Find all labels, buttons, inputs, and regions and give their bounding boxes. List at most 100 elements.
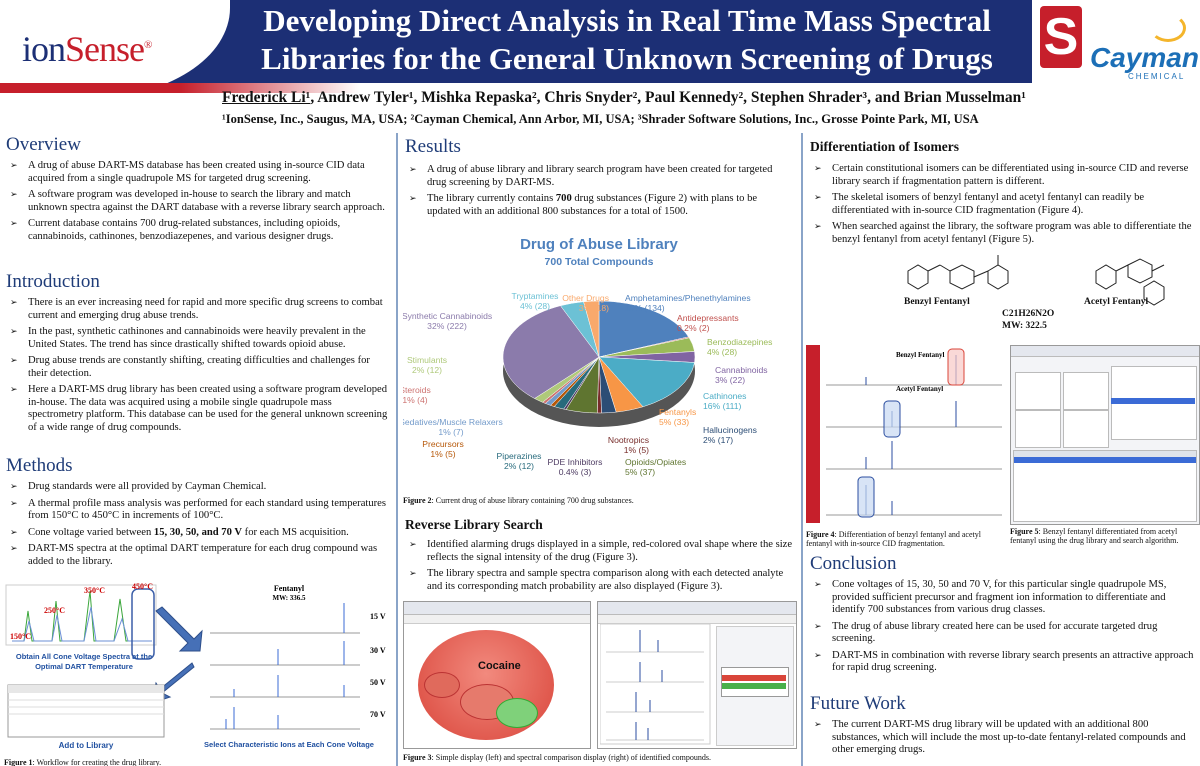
slice-value: 0.4% (3): [559, 467, 592, 477]
slice-label: Opioids/Opiates: [625, 457, 686, 467]
slice-label: Steroids: [403, 385, 431, 395]
figure-4-spectra: Benzyl Fentanyl Acetyl Fentanyl: [806, 345, 1002, 523]
column-divider: [396, 133, 398, 766]
isomers-section: Differentiation of Isomers Certain const…: [810, 139, 1194, 250]
chart-title: Drug of Abuse Library: [520, 236, 678, 253]
svg-text:Benzyl Fentanyl: Benzyl Fentanyl: [896, 351, 944, 359]
bullet: A thermal profile mass analysis was perf…: [6, 498, 388, 523]
slice-label: Synthetic Cannabinoids: [403, 311, 492, 321]
ionsense-logo: ionSense®: [22, 29, 152, 69]
benzyl-fentanyl-label: Benzyl Fentanyl: [904, 297, 970, 307]
pie-chart: Drug of Abuse Library 700 Total Compounds…: [399, 236, 772, 477]
cocaine-label: Cocaine: [478, 660, 521, 672]
slice-label: Precursors: [422, 439, 464, 449]
slice-label: Stimulants: [407, 355, 447, 365]
temp-label: 250°C: [44, 606, 65, 615]
bullet: Drug standards were all provided by Caym…: [6, 481, 388, 494]
slice-value: 2% (12): [412, 365, 442, 375]
slice-value: 2% (12): [504, 461, 534, 471]
column-divider: [801, 133, 803, 766]
slice-label: PDE Inhibitors: [548, 457, 603, 467]
column-left: Overview A drug of abuse DART-MS databas…: [0, 133, 394, 766]
voltage-label: 70 V: [370, 710, 386, 719]
bullet: When searched against the library, the s…: [810, 221, 1194, 246]
section-heading: Results: [405, 136, 461, 157]
cayman-logo-subtitle: CHEMICAL: [1128, 72, 1186, 81]
workflow-step-2: Add to Library: [59, 741, 114, 750]
section-heading: Introduction: [6, 271, 100, 292]
pie-slice: [502, 305, 600, 399]
introduction-section: Introduction There is an ever increasing…: [6, 271, 388, 438]
conclusion-section: Conclusion Cone voltages of 15, 30, 50 a…: [810, 553, 1194, 679]
slice-value: 0.2% (2): [677, 323, 710, 333]
slice-value: 3% (18): [579, 303, 609, 313]
figure-1-workflow: 150°C 250°C 350°C 450°C Obtain All Cone …: [5, 582, 386, 750]
temp-label: 350°C: [84, 586, 105, 595]
section-heading: Overview: [6, 134, 81, 155]
slice-value: 1% (4): [403, 395, 428, 405]
workflow-step-3: Select Characteristic Ions at Each Cone …: [204, 740, 374, 749]
structure-drawings: [907, 255, 1165, 306]
slice-label: Hallucinogens: [703, 425, 757, 435]
author-list: Frederick Li¹, Andrew Tyler¹, Mishka Rep…: [222, 89, 1026, 106]
presenter-name: Frederick Li¹: [222, 89, 311, 106]
column-right: Differentiation of Isomers Certain const…: [804, 133, 1200, 766]
slice-label: Tryptamines: [512, 291, 559, 301]
bullet: DART-MS spectra at the optimal DART temp…: [6, 543, 388, 568]
pie-slice: [598, 300, 689, 358]
figure-3: Cocaine: [403, 601, 797, 765]
slice-value: 1% (5): [430, 449, 455, 459]
temp-label: 150°C: [10, 632, 31, 641]
poster-title: Developing Direct Analysis in Real Time …: [261, 3, 993, 76]
slice-label: Amphetamines/Phenethylamines: [625, 293, 751, 303]
slice-label: Other Drugs: [562, 293, 609, 303]
temp-label: 450°C: [132, 582, 153, 591]
bullet: Identified alarming drugs displayed in a…: [405, 539, 793, 564]
poster-header: ionSense® Developing Direct Analysis in …: [0, 0, 1200, 136]
figure-5-caption: Figure 5: Benzyl fentanyl differentiated…: [1010, 527, 1179, 545]
bullet: In the past, synthetic cathinones and ca…: [6, 326, 388, 351]
slice-label: Cathinones: [703, 391, 746, 401]
bullet: The skeletal isomers of benzyl fentanyl …: [810, 192, 1194, 217]
isomer-structures: Benzyl Fentanyl Acetyl Fentanyl C21H26N2…: [884, 251, 1184, 341]
slice-value: 4% (28): [520, 301, 550, 311]
slice-value: 1% (7): [438, 427, 463, 437]
bullet: A drug of abuse DART-MS database has bee…: [6, 160, 388, 185]
figure-4-caption: Figure 4: Differentiation of benzyl fent…: [806, 530, 981, 548]
bullet: The library spectra and sample spectra c…: [405, 568, 793, 593]
slice-value: 32% (222): [427, 321, 467, 331]
fentanyl-spectra: Fentanyl MW: 336.5 15 V 30 V 50 V 70 V S…: [204, 584, 386, 749]
acetyl-fentanyl-label: Acetyl Fentanyl: [1084, 297, 1149, 307]
voltage-label: 30 V: [370, 646, 386, 655]
red-swoosh: [0, 83, 1200, 93]
bullet: Cone voltages of 15, 30, 50 and 70 V, fo…: [810, 579, 1194, 617]
slice-value: 4% (28): [707, 347, 737, 357]
future-work-section: Future Work The current DART-MS drug lib…: [810, 693, 1194, 761]
slice-label: Piperazines: [497, 451, 542, 461]
slice-label: Nootropics: [608, 435, 649, 445]
pie-slice: [598, 356, 695, 408]
fentanyl-label: Fentanyl: [274, 584, 305, 593]
chart-subtitle: 700 Total Compounds: [545, 256, 654, 268]
bullet: The library currently contains 700 drug …: [405, 193, 793, 218]
svg-text:Acetyl Fentanyl: Acetyl Fentanyl: [896, 385, 943, 393]
fentanyl-mw: MW: 336.5: [272, 594, 306, 602]
section-heading: Conclusion: [810, 553, 897, 574]
slice-label: Benzodiazepines: [707, 337, 772, 347]
section-heading: Differentiation of Isomers: [810, 139, 959, 154]
bullet: The drug of abuse library created here c…: [810, 621, 1194, 646]
bullet: There is an ever increasing need for rap…: [6, 297, 388, 322]
results-section: Results A drug of abuse library and libr…: [405, 136, 793, 222]
voltage-label: 50 V: [370, 678, 386, 687]
cayman-logo: Cayman: [1090, 42, 1199, 73]
molecular-formula: C21H26N2O: [1002, 309, 1055, 319]
slice-label: Sedatives/Muscle Relaxers: [403, 417, 503, 427]
shrader-logo: S: [1040, 6, 1082, 68]
bullet: DART-MS in combination with reverse libr…: [810, 650, 1194, 675]
small-oval: [424, 672, 460, 698]
figure-3-caption: Figure 3: Simple display (left) and spec…: [403, 753, 712, 762]
methods-section: Methods Drug standards were all provided…: [6, 455, 388, 572]
bullet: A software program was developed in-hous…: [6, 189, 388, 214]
figure-1: 150°C 250°C 350°C 450°C Obtain All Cone …: [4, 581, 392, 766]
bullet: The current DART-MS drug library will be…: [810, 719, 1194, 757]
